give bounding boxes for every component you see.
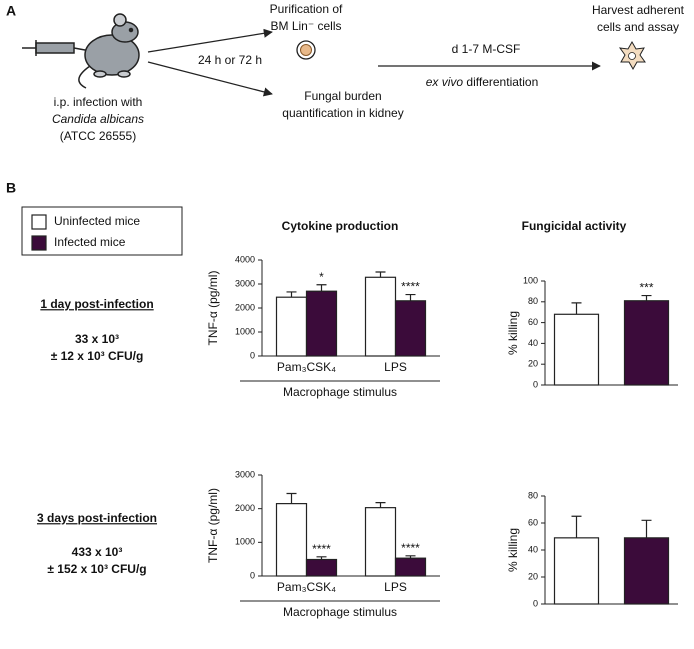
error-bar (405, 293, 416, 301)
error-bar (316, 556, 327, 560)
arrow (147, 28, 273, 53)
y-tick-label: 0 (533, 379, 538, 389)
y-tick-label: 0 (533, 598, 538, 608)
y-axis-label: % killing (506, 311, 520, 355)
purification-text: BM Lin⁻ cells (270, 19, 341, 33)
burden-text: 33 x 10³ (75, 332, 119, 346)
y-tick-label: 60 (528, 517, 538, 527)
error-bar (571, 515, 582, 538)
error-bar (286, 291, 297, 298)
error-bar (375, 271, 386, 278)
y-axis-label: TNF-α (pg/ml) (206, 271, 220, 346)
bar (305, 290, 338, 357)
y-tick-label: 20 (528, 359, 538, 369)
y-tick-label: 0 (250, 570, 255, 580)
fungal-text: quantification in kidney (282, 106, 403, 120)
culture-text: ex vivo differentiation (426, 75, 539, 89)
burden-text: 433 x 10³ (72, 545, 123, 559)
legend-label: Uninfected mice (54, 214, 140, 228)
fungal-text: Fungal burden (304, 89, 381, 103)
bar (623, 300, 670, 386)
y-tick-label: 1000 (235, 537, 255, 547)
x-axis-label: Macrophage stimulus (283, 605, 397, 619)
bar (305, 558, 338, 577)
y-tick-label: 3000 (235, 469, 255, 479)
significance-label: * (319, 270, 324, 284)
error-bar (641, 294, 652, 301)
legend-swatch (31, 235, 47, 251)
x-tick-label: Pam₃CSK₄ (277, 580, 336, 594)
y-tick-label: 20 (528, 571, 538, 581)
purification-text: Purification of (270, 2, 343, 16)
y-axis-label: % killing (506, 528, 520, 572)
error-bar (405, 555, 416, 559)
burden-text: ± 12 x 10³ CFU/g (51, 349, 144, 363)
x-tick-label: LPS (384, 360, 407, 374)
bar (553, 313, 600, 386)
significance-label: **** (401, 280, 420, 294)
y-tick-label: 4000 (235, 254, 255, 264)
y-tick-label: 80 (528, 490, 538, 500)
y-tick-label: 2000 (235, 503, 255, 513)
bar (553, 537, 600, 605)
panel-label: A (6, 3, 16, 19)
infection-text: (ATCC 26555) (60, 129, 136, 143)
arrow (147, 61, 273, 97)
significance-label: **** (401, 541, 420, 555)
infection-text: Candida albicans (52, 112, 144, 126)
y-tick-label: 0 (250, 350, 255, 360)
infection-text: i.p. infection with (54, 95, 143, 109)
y-tick-label: 40 (528, 338, 538, 348)
burden-text: ± 152 x 10³ CFU/g (47, 562, 146, 576)
x-axis-label: Macrophage stimulus (283, 385, 397, 399)
bar (275, 296, 308, 357)
bar (364, 276, 397, 357)
culture-text: d 1-7 M-CSF (452, 42, 521, 56)
bar (275, 503, 308, 577)
mouse-icon (78, 13, 140, 89)
error-bar (571, 302, 582, 315)
significance-label: **** (312, 542, 331, 556)
x-tick-label: Pam₃CSK₄ (277, 360, 336, 374)
column-title: Fungicidal activity (522, 219, 627, 233)
bar (394, 300, 427, 357)
y-tick-label: 2000 (235, 302, 255, 312)
y-axis-label: TNF-α (pg/ml) (206, 488, 220, 563)
harvest-text: cells and assay (597, 20, 679, 34)
x-tick-label: LPS (384, 580, 407, 594)
error-bar (375, 502, 386, 508)
column-title: Cytokine production (282, 219, 399, 233)
cell-icon (296, 40, 316, 60)
culture-text: ex vivo (426, 75, 464, 89)
significance-label: *** (639, 281, 653, 295)
row-title: 3 days post-infection (37, 511, 157, 525)
error-bar (316, 284, 327, 292)
row-title: 1 day post-infection (40, 297, 153, 311)
harvest-text: Harvest adherent (592, 3, 685, 17)
legend-box (21, 206, 183, 256)
y-tick-label: 1000 (235, 326, 255, 336)
y-tick-label: 100 (523, 275, 538, 285)
timing-text: 24 h or 72 h (198, 53, 262, 67)
macrophage-icon (618, 40, 646, 71)
bar (623, 537, 670, 605)
y-tick-label: 60 (528, 317, 538, 327)
bar (394, 557, 427, 577)
y-tick-label: 3000 (235, 278, 255, 288)
y-tick-label: 40 (528, 544, 538, 554)
panel-label: B (6, 180, 16, 196)
legend-label: Infected mice (54, 235, 126, 249)
culture-text: differentiation (466, 75, 538, 89)
legend-swatch (31, 214, 47, 230)
bar (364, 507, 397, 577)
y-tick-label: 80 (528, 296, 538, 306)
error-bar (286, 492, 297, 504)
error-bar (641, 519, 652, 538)
